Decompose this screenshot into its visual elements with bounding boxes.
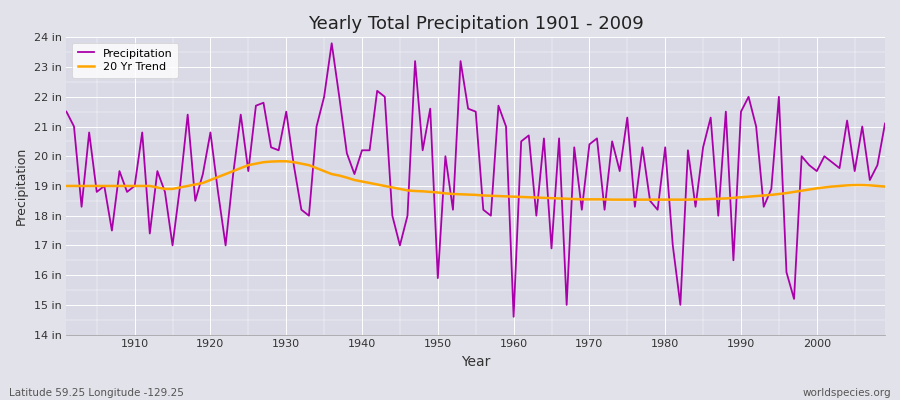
Line: 20 Yr Trend: 20 Yr Trend	[67, 161, 885, 200]
Precipitation	[516, 139, 526, 144]
20 Yr Trend	[615, 197, 626, 202]
Line: Precipitation: Precipitation	[67, 43, 885, 317]
20 Yr Trend	[61, 184, 72, 188]
20 Yr Trend	[508, 194, 519, 199]
Precipitation	[879, 121, 890, 126]
Y-axis label: Precipitation: Precipitation	[15, 147, 28, 225]
20 Yr Trend	[341, 175, 352, 180]
20 Yr Trend	[607, 197, 617, 202]
20 Yr Trend	[296, 161, 307, 166]
20 Yr Trend	[122, 184, 132, 188]
Precipitation	[524, 133, 535, 138]
20 Yr Trend	[516, 194, 526, 199]
Precipitation	[61, 109, 72, 114]
Title: Yearly Total Precipitation 1901 - 2009: Yearly Total Precipitation 1901 - 2009	[308, 15, 644, 33]
Precipitation	[508, 314, 519, 319]
Text: worldspecies.org: worldspecies.org	[803, 388, 891, 398]
Precipitation	[327, 41, 338, 46]
20 Yr Trend	[274, 159, 284, 164]
Precipitation	[615, 169, 626, 174]
Precipitation	[341, 151, 352, 156]
Text: Latitude 59.25 Longitude -129.25: Latitude 59.25 Longitude -129.25	[9, 388, 184, 398]
Legend: Precipitation, 20 Yr Trend: Precipitation, 20 Yr Trend	[72, 43, 178, 78]
Precipitation	[122, 190, 132, 194]
X-axis label: Year: Year	[461, 355, 491, 369]
Precipitation	[288, 163, 299, 168]
20 Yr Trend	[879, 184, 890, 189]
